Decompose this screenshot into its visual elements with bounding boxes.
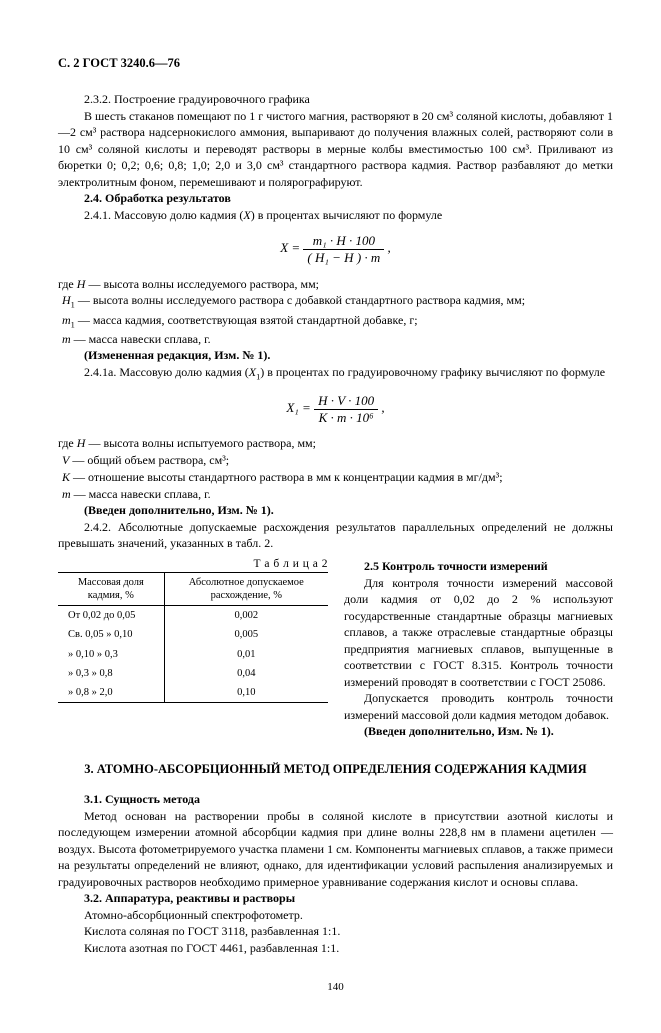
td-range: От 0,02 до 0,05 [58, 606, 164, 626]
defs-1: где H — высота волны исследуемого раство… [58, 276, 613, 348]
formula2-lhs: X₁ = [286, 400, 314, 415]
p25-body2: Допускается проводить контроль точности … [344, 690, 613, 723]
table-row: » 0,10 » 0,30,01 [58, 645, 328, 664]
sec3-title: 3. АТОМНО-АБСОРБЦИОННЫЙ МЕТОД ОПРЕДЕЛЕНИ… [58, 762, 613, 777]
defs2-K: — отношение высоты стандартного раствора… [70, 470, 503, 484]
formula-2: X₁ = H · V · 100 K · m · 10⁶ , [58, 393, 613, 425]
defs1-lead: где [58, 277, 77, 291]
p25-body: Для контроля точности измерений массовой… [344, 575, 613, 691]
td-value: 0,10 [164, 683, 328, 703]
table-row: » 0,3 » 0,80,04 [58, 664, 328, 683]
p32-title: 3.2. Аппаратура, реактивы и растворы [58, 890, 613, 907]
table-2: Массовая доля кадмия, % Абсолютное допус… [58, 572, 328, 703]
p241a-lead-text: 2.4.1а. Массовую долю кадмия ( [84, 365, 249, 379]
page-header: С. 2 ГОСТ 3240.6—76 [58, 56, 613, 71]
th-1: Абсолютное допускаемое расхождение, % [164, 573, 328, 606]
td-value: 0,005 [164, 625, 328, 644]
defs1-m: — масса навески сплава, г. [71, 332, 211, 346]
p241-lead: 2.4.1. Массовую долю кадмия (X) в процен… [58, 207, 613, 224]
td-range: » 0,3 » 0,8 [58, 664, 164, 683]
p241-lead-text: 2.4.1. Массовую долю кадмия ( [84, 208, 243, 222]
p241a-lead-text2: ) в процентах по градуировочному графику… [260, 365, 605, 379]
td-range: » 0,8 » 2,0 [58, 683, 164, 703]
td-value: 0,01 [164, 645, 328, 664]
p31-body: Метод основан на растворении пробы в сол… [58, 808, 613, 891]
table-row: » 0,8 » 2,00,10 [58, 683, 328, 703]
formula1-den: ( H₁ − H ) · m [303, 250, 384, 266]
td-range: Св. 0,05 » 0,10 [58, 625, 164, 644]
formula-1: X = m₁ · H · 100 ( H₁ − H ) · m , [58, 233, 613, 265]
td-value: 0,04 [164, 664, 328, 683]
p241a-lead: 2.4.1а. Массовую долю кадмия (X1) в проц… [58, 364, 613, 383]
p31-title: 3.1. Сущность метода [58, 791, 613, 808]
td-value: 0,002 [164, 606, 328, 626]
p25-added: (Введен дополнительно, Изм. № 1). [344, 723, 613, 740]
table-row: Св. 0,05 » 0,100,005 [58, 625, 328, 644]
p232-body: В шесть стаканов помещают по 1 г чистого… [58, 108, 613, 191]
defs2-H: — высота волны испытуемого раствора, мм; [85, 436, 316, 450]
p32-l2: Кислота соляная по ГОСТ 3118, разбавленн… [58, 923, 613, 940]
defs2-V: — общий объем раствора, см³; [69, 453, 229, 467]
p25-title: 2.5 Контроль точности измерений [344, 558, 613, 575]
formula1-lhs: X = [280, 240, 303, 255]
defs1-H: — высота волны исследуемого раствора, мм… [85, 277, 319, 291]
p232-title: 2.3.2. Построение градуировочного график… [58, 91, 613, 108]
p242: 2.4.2. Абсолютные допускаемые расхождени… [58, 519, 613, 552]
defs2-added: (Введен дополнительно, Изм. № 1). [58, 502, 613, 519]
defs1-H1: — высота волны исследуемого раствора с д… [75, 293, 525, 307]
p241-changed: (Измененная редакция, Изм. № 1). [58, 347, 613, 364]
formula2-num: H · V · 100 [314, 393, 378, 410]
defs2-m: — масса навески сплава, г. [71, 487, 211, 501]
defs-2: где H — высота волны испытуемого раствор… [58, 435, 613, 502]
page-number: 140 [58, 981, 613, 993]
p24-title: 2.4. Обработка результатов [58, 190, 613, 207]
table-row: От 0,02 до 0,050,002 [58, 606, 328, 626]
table-caption: Т а б л и ц а 2 [58, 558, 328, 570]
td-range: » 0,10 » 0,3 [58, 645, 164, 664]
formula1-num: m₁ · H · 100 [303, 233, 384, 250]
defs2-lead: где [58, 436, 77, 450]
th-0: Массовая доля кадмия, % [58, 573, 164, 606]
p32-l1: Атомно-абсорбционный спектрофотометр. [58, 907, 613, 924]
defs1-m1: — масса кадмия, соответствующая взятой с… [75, 313, 418, 327]
p32-l3: Кислота азотная по ГОСТ 4461, разбавленн… [58, 940, 613, 957]
p241-lead-text2: ) в процентах вычисляют по формуле [251, 208, 442, 222]
formula2-den: K · m · 10⁶ [314, 410, 378, 426]
